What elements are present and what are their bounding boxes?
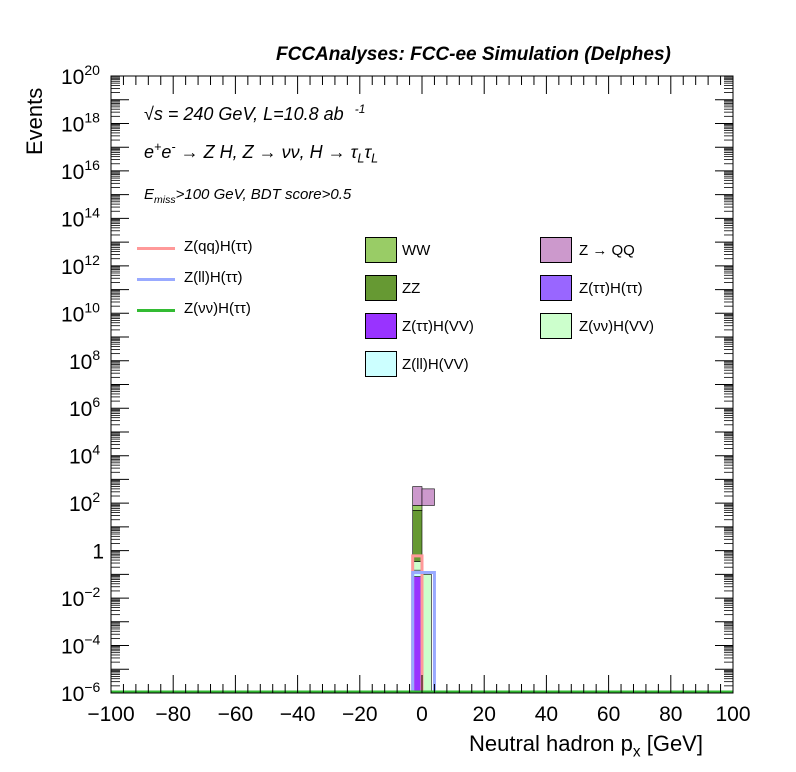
y-tick-label: 102	[69, 489, 100, 516]
x-tick-label: −80	[155, 703, 191, 726]
annotation-process: e+e- → Z H, Z → νν, H → τLτL	[144, 140, 379, 166]
x-tick-label: 60	[597, 703, 620, 726]
y-tick-label: 1014	[61, 204, 100, 231]
legend-box-swatch	[540, 275, 572, 301]
x-tick-label: 20	[473, 703, 496, 726]
legend-box-swatch	[365, 351, 397, 377]
legend-label: Z(νν)H(VV)	[579, 318, 654, 335]
bar-segment	[412, 486, 423, 506]
bar-segment	[412, 505, 423, 511]
legend-label: Z(ττ)H(ττ)	[579, 280, 643, 297]
annotation-energy-lumi: √s = 240 GeV, L=10.8 ab -1	[144, 102, 365, 125]
legend-label: Z(ττ)H(VV)	[402, 318, 474, 335]
legend-box-swatch	[365, 313, 397, 339]
x-axis-label-subscript: x	[632, 743, 641, 761]
energy-lumi-text: √s = 240 GeV, L=10.8 ab	[144, 104, 344, 124]
y-tick-label: 1016	[61, 157, 100, 184]
legend-label: WW	[402, 242, 431, 259]
y-tick-label: 1018	[61, 109, 100, 136]
legend-box-swatch	[540, 313, 572, 339]
y-tick-label: 10−2	[61, 584, 101, 611]
axis-ticks	[110, 75, 734, 694]
x-tick-label: −100	[87, 703, 134, 726]
y-axis-title: Events	[22, 87, 47, 155]
y-tick-label: 10−4	[61, 632, 101, 659]
legend-line-swatch	[137, 247, 175, 250]
legend-label: Z(qq)H(ττ)	[184, 238, 253, 255]
x-tick-label: −60	[218, 703, 254, 726]
energy-lumi-superscript: -1	[354, 102, 366, 116]
x-tick-label: 80	[659, 703, 682, 726]
y-tick-label: 1020	[61, 62, 100, 89]
legend-line-swatch	[137, 278, 175, 281]
y-tick-label: 1012	[61, 252, 100, 279]
bar-segment	[412, 509, 423, 562]
y-tick-label: 108	[69, 347, 100, 374]
legend-label: Z → QQ	[579, 242, 635, 259]
legend-label: Z(ll)H(VV)	[402, 356, 469, 373]
x-tick-label: 40	[535, 703, 558, 726]
axis-tick-labels: −100 −80 −60 −40 −20 0 20 40 60 80 100 10−6 10−4 10−2…	[61, 62, 751, 726]
x-tick-label: 0	[416, 703, 428, 726]
legend-label: Z(νν)H(ττ)	[184, 300, 251, 317]
legend-line-swatch	[137, 309, 175, 312]
x-tick-label: −20	[342, 703, 378, 726]
histogram-overlays	[111, 554, 733, 694]
bar-segment	[421, 488, 435, 506]
y-tick-label: 104	[69, 442, 100, 469]
x-axis-label: Neutral hadron p	[469, 731, 633, 756]
overlay-line	[411, 570, 436, 693]
legend-label: Z(ll)H(ττ)	[184, 269, 243, 286]
x-axis-unit: [GeV]	[646, 731, 703, 756]
legend-label: ZZ	[402, 280, 421, 297]
x-tick-label: −40	[280, 703, 316, 726]
y-tick-label: 1010	[61, 299, 100, 326]
y-tick-label: 10−6	[61, 679, 101, 706]
annotation-cuts: Emiss>100 GeV, BDT score>0.5	[144, 186, 352, 206]
x-axis-title: Neutral hadron px [GeV]	[469, 731, 703, 761]
x-tick-label: 100	[715, 703, 750, 726]
histogram-bars	[412, 486, 435, 694]
chart-title: FCCAnalyses: FCC-ee Simulation (Delphes)	[276, 44, 671, 65]
legend-box-swatch	[365, 237, 397, 263]
y-tick-label: 106	[69, 394, 100, 421]
legend-box-swatch	[540, 237, 572, 263]
y-tick-label: 1	[92, 541, 104, 564]
legend-box-swatch	[365, 275, 397, 301]
